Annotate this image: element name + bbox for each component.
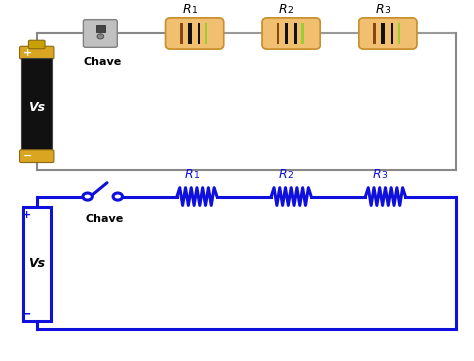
Text: −: −: [22, 151, 32, 161]
Bar: [374, 23, 376, 44]
Text: 1: 1: [193, 171, 199, 180]
Text: +: +: [22, 48, 32, 58]
Text: —: —: [96, 24, 105, 33]
FancyBboxPatch shape: [262, 18, 320, 49]
Bar: [96, 25, 105, 32]
FancyBboxPatch shape: [28, 40, 45, 49]
Text: +: +: [22, 210, 31, 220]
Circle shape: [83, 193, 92, 200]
Bar: [180, 23, 182, 44]
Text: Vs: Vs: [28, 257, 46, 270]
Text: 3: 3: [382, 171, 388, 180]
Text: 3: 3: [384, 6, 390, 15]
FancyBboxPatch shape: [359, 18, 417, 49]
Bar: [23, 207, 51, 321]
Text: 1: 1: [191, 6, 197, 15]
Circle shape: [113, 193, 122, 200]
FancyBboxPatch shape: [19, 46, 54, 59]
Bar: [391, 23, 393, 44]
Text: R: R: [182, 3, 191, 16]
Bar: [277, 23, 279, 44]
Text: Chave: Chave: [86, 214, 124, 223]
Bar: [21, 58, 52, 152]
Bar: [381, 23, 385, 44]
Text: R: R: [279, 3, 287, 16]
Text: 2: 2: [287, 6, 293, 15]
FancyBboxPatch shape: [83, 19, 117, 47]
Bar: [285, 23, 288, 44]
FancyBboxPatch shape: [165, 18, 224, 49]
Text: −: −: [21, 308, 32, 321]
Circle shape: [97, 34, 104, 39]
Bar: [294, 23, 297, 44]
FancyBboxPatch shape: [19, 150, 54, 162]
Bar: [188, 23, 191, 44]
Text: 2: 2: [287, 171, 293, 180]
Bar: [398, 23, 401, 44]
Text: R: R: [373, 168, 382, 181]
Bar: [301, 23, 304, 44]
Bar: [198, 23, 200, 44]
Bar: [205, 23, 207, 44]
Text: R: R: [184, 168, 193, 181]
Text: R: R: [375, 3, 384, 16]
Text: R: R: [279, 168, 287, 181]
Text: Vs: Vs: [28, 101, 46, 114]
Text: Chave: Chave: [83, 57, 122, 66]
